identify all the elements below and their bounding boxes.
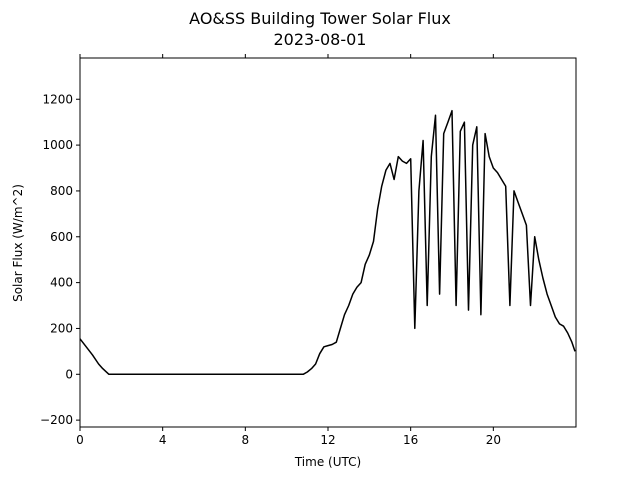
y-tick-label: 800 (50, 184, 73, 198)
y-tick-label: 1000 (42, 138, 73, 152)
x-tick-label: 8 (242, 433, 250, 447)
y-tick-label: −200 (40, 413, 73, 427)
x-tick-label: 0 (76, 433, 84, 447)
y-tick-label: 200 (50, 321, 73, 335)
plot-frame (79, 57, 577, 428)
chart-subtitle: 2023-08-01 (274, 30, 367, 49)
y-axis-ticks: −200 0 200 400 600 800 1000 1200 (40, 92, 80, 427)
y-tick-label: 0 (65, 367, 73, 381)
y-tick-label: 600 (50, 230, 73, 244)
x-tick-label: 16 (403, 433, 418, 447)
x-tick-label: 4 (159, 433, 167, 447)
x-axis-ticks: 0 4 8 12 16 20 (76, 54, 501, 447)
x-axis-label: Time (UTC) (294, 455, 361, 469)
x-tick-label: 20 (486, 433, 501, 447)
y-tick-label: 400 (50, 276, 73, 290)
series-layer (79, 109, 576, 376)
chart-title: AO&SS Building Tower Solar Flux (189, 9, 451, 28)
y-tick-label: 1200 (42, 92, 73, 106)
series-line-0 (79, 109, 576, 376)
x-tick-label: 12 (320, 433, 335, 447)
y-axis-label: Solar Flux (W/m^2) (11, 184, 25, 302)
